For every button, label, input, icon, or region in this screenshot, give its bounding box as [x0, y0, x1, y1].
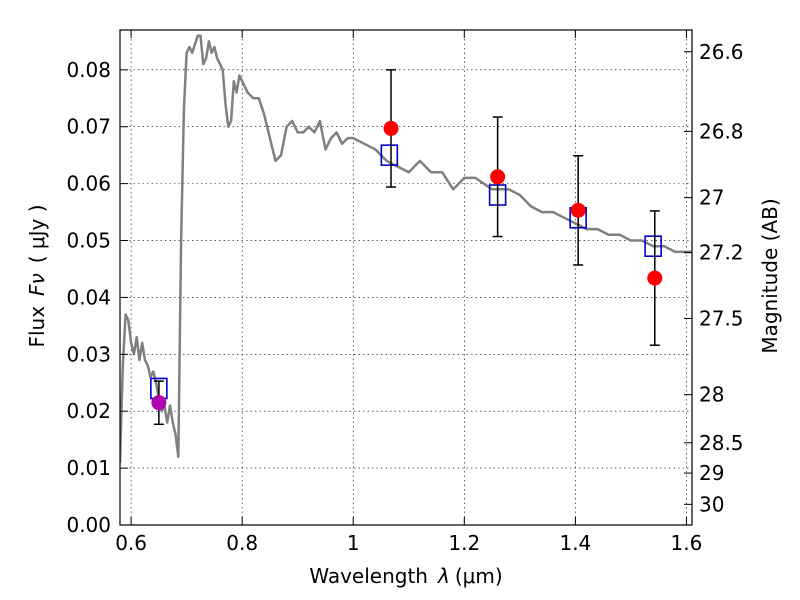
tick-labels: 0.6 0.8 1 1.2 1.4 1.6 0.00 0.01 0.02 0.03 0.04 0.05… — [66, 40, 743, 555]
y-axis-title: FluxFν( μJy ) — [25, 204, 49, 347]
mag-tick-label: 27 — [699, 186, 724, 210]
x-tick-label: 1.6 — [671, 531, 703, 555]
mag-tick-label: 30 — [699, 492, 724, 516]
mag-tick-label: 28.5 — [699, 431, 744, 455]
y-tick-label: 0.00 — [66, 513, 111, 537]
x-tick-label: 0.6 — [115, 531, 147, 555]
mag-tick-label: 26.6 — [699, 40, 744, 64]
x-tick-label: 1.2 — [448, 531, 480, 555]
mag-tick-label: 26.8 — [699, 119, 744, 143]
grid — [120, 30, 692, 526]
plot-frame — [119, 29, 693, 526]
y-tick-label: 0.01 — [66, 456, 111, 480]
mag-tick-label: 27.2 — [699, 241, 744, 265]
tick-marks — [120, 30, 692, 526]
y-tick-label: 0.08 — [66, 58, 111, 82]
y-tick-label: 0.04 — [66, 285, 111, 309]
observed-flux-point — [383, 120, 399, 136]
y-tick-label: 0.06 — [66, 172, 111, 196]
x-tick-label: 0.8 — [226, 531, 258, 555]
y-tick-label: 0.07 — [66, 115, 111, 139]
model-photometry-square — [644, 235, 662, 258]
series-layer — [120, 34, 692, 463]
x-tick-label: 1.4 — [559, 531, 591, 555]
y-tick-label: 0.05 — [66, 229, 111, 253]
y-tick-label: 0.02 — [66, 399, 111, 423]
x-tick-label: 1 — [347, 531, 360, 555]
y-tick-label: 0.03 — [66, 342, 111, 366]
mag-tick-label: 28 — [699, 383, 724, 407]
observed-flux-point — [490, 169, 506, 185]
mag-tick-label: 29 — [699, 461, 724, 485]
model-spectrum-line — [120, 34, 692, 463]
x-axis-title: Wavelength λ (μm) — [309, 564, 502, 588]
observed-flux-point — [570, 202, 586, 218]
mag-tick-label: 27.5 — [699, 306, 744, 330]
model-photometry-square — [380, 144, 399, 166]
observed-flux-point — [647, 270, 663, 286]
observed-flux-point — [151, 395, 167, 411]
y2-axis-title: Magnitude (AB) — [758, 198, 782, 353]
